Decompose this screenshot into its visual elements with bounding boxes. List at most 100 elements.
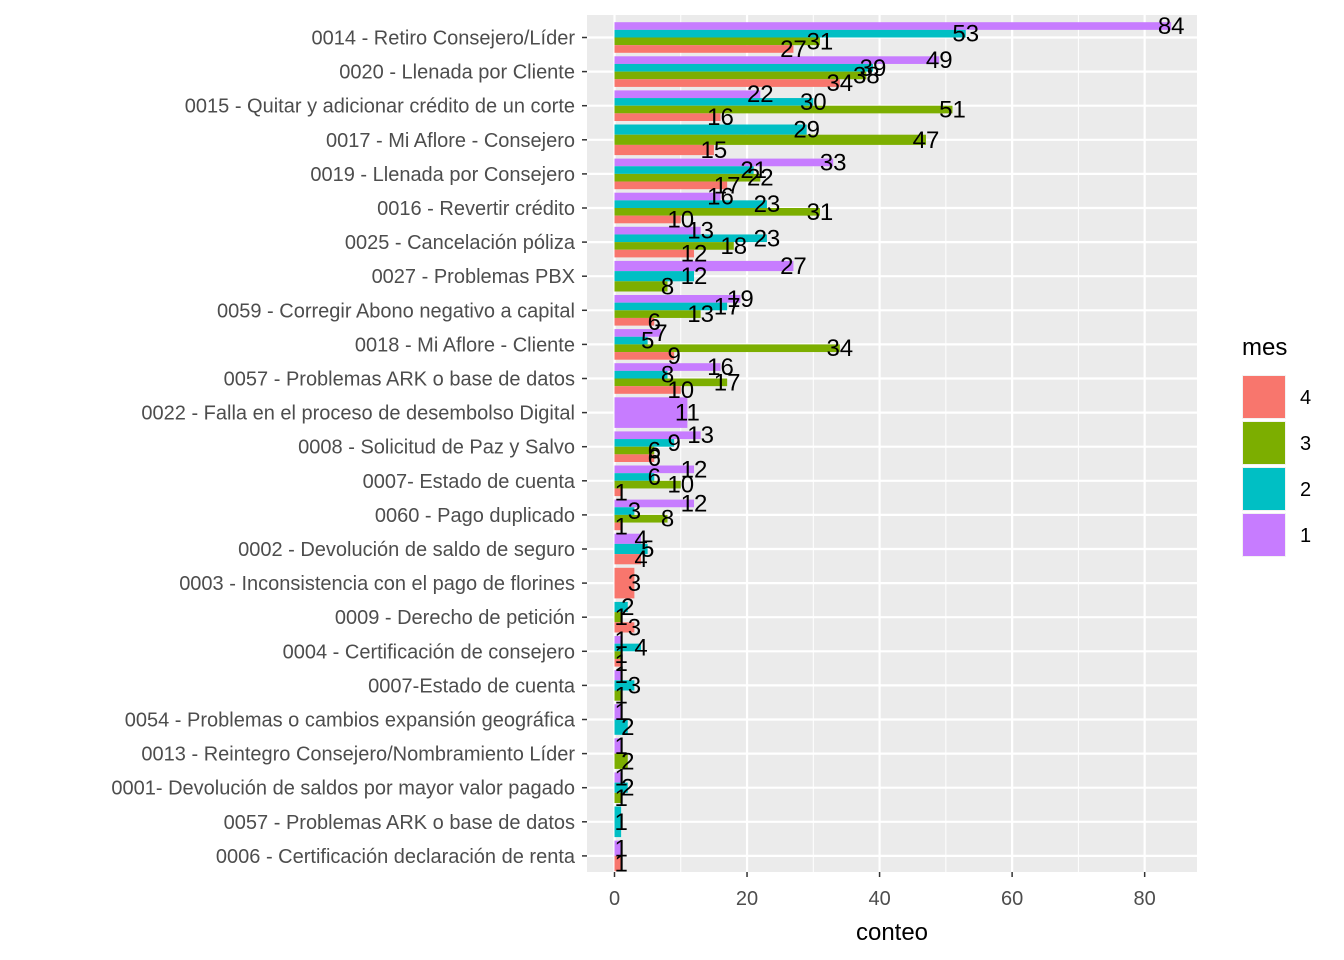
bar <box>614 281 668 292</box>
legend-swatch <box>1243 514 1285 556</box>
data-label: 22 <box>747 81 774 108</box>
bar <box>614 45 794 53</box>
x-tick-label: 60 <box>1001 888 1023 910</box>
bar <box>614 336 648 345</box>
bar <box>614 651 622 659</box>
data-label: 49 <box>926 47 953 74</box>
bar <box>614 507 635 515</box>
bar <box>614 680 635 691</box>
legend: mes 4 3 2 1 <box>1242 334 1311 557</box>
data-label: 17 <box>714 293 741 320</box>
data-label: 12 <box>681 490 708 517</box>
data-label: 1 <box>614 513 627 540</box>
data-label: 9 <box>667 430 680 457</box>
bar <box>614 105 953 114</box>
data-label: 1 <box>614 642 627 669</box>
data-label: 3 <box>628 498 641 525</box>
bar <box>614 79 840 87</box>
bar <box>614 124 807 135</box>
bar <box>614 29 966 38</box>
data-label: 6 <box>648 438 661 465</box>
bar <box>614 271 695 282</box>
data-label: 13 <box>687 218 714 245</box>
data-label: 1 <box>614 627 627 654</box>
bar <box>614 260 794 272</box>
bar <box>614 370 668 379</box>
data-label: 27 <box>780 36 807 63</box>
data-label: 34 <box>826 70 853 97</box>
bar <box>614 22 1172 30</box>
bar <box>614 772 622 783</box>
data-label: 12 <box>681 456 708 483</box>
data-label: 10 <box>667 472 694 499</box>
x-tick-label: 40 <box>868 888 890 910</box>
bar <box>614 636 622 644</box>
bar <box>614 782 628 793</box>
data-label: 5 <box>641 536 654 563</box>
x-tick-label: 20 <box>736 888 758 910</box>
bar <box>614 242 734 250</box>
data-label: 1 <box>614 835 627 862</box>
data-label: 9 <box>667 343 680 370</box>
category-label: 0057 - Problemas ARK o base de datos <box>224 812 575 834</box>
bar <box>614 543 648 555</box>
x-axis: 0 20 40 60 80 <box>609 872 1156 910</box>
bar <box>614 514 668 523</box>
data-label: 5 <box>641 328 654 355</box>
data-label: 13 <box>687 422 714 449</box>
data-label: 31 <box>807 199 834 226</box>
bar <box>614 533 642 544</box>
bar <box>614 690 622 701</box>
data-label: 4 <box>634 546 647 573</box>
bar <box>614 658 622 667</box>
legend-keys: 4 3 2 1 <box>1242 375 1311 557</box>
bar <box>614 181 728 190</box>
data-label: 3 <box>628 614 641 641</box>
data-label: 10 <box>667 206 694 233</box>
bar <box>614 567 635 599</box>
data-label: 22 <box>747 165 774 192</box>
bar <box>614 855 622 872</box>
data-label: 17 <box>714 172 741 199</box>
data-label: 19 <box>727 286 754 313</box>
data-label: 39 <box>860 55 887 82</box>
legend-label: 3 <box>1300 433 1311 455</box>
category-label: 0057 - Problemas ARK o base de datos <box>224 369 575 391</box>
category-label: 0016 - Revertir crédito <box>377 198 575 220</box>
category-label: 0019 - Llenada por Consejero <box>310 164 575 186</box>
category-label: 0007-Estado de cuenta <box>368 675 576 697</box>
data-label: 13 <box>687 301 714 328</box>
bar <box>614 90 761 99</box>
bar <box>614 158 834 167</box>
legend-label: 1 <box>1300 525 1311 547</box>
category-label: 0006 - Certificación declaración de rent… <box>216 846 576 868</box>
bar <box>614 622 635 633</box>
data-label: 53 <box>952 21 979 48</box>
data-label: 1 <box>614 604 627 631</box>
bar <box>614 98 814 106</box>
bar <box>614 792 622 803</box>
data-label: 3 <box>628 672 641 699</box>
data-label: 18 <box>720 233 747 260</box>
data-label: 47 <box>913 127 940 154</box>
data-label: 31 <box>807 28 834 55</box>
data-label: 2 <box>621 748 634 775</box>
data-label: 4 <box>634 634 647 661</box>
bar <box>614 56 940 64</box>
bar <box>614 344 840 353</box>
bar <box>614 215 681 224</box>
bar <box>614 454 655 462</box>
bar <box>614 363 721 371</box>
data-label: 21 <box>740 157 767 184</box>
x-axis-title: conteo <box>856 919 928 946</box>
category-label: 0013 - Reintegro Consejero/Nombramiento … <box>141 744 575 766</box>
bar <box>614 480 681 489</box>
data-label: 11 <box>675 400 700 427</box>
data-label: 8 <box>661 273 674 300</box>
bar <box>614 386 681 394</box>
category-label: 0003 - Inconsistencia con el pago de flo… <box>179 573 575 595</box>
category-label: 0009 - Derecho de petición <box>335 607 575 629</box>
bar <box>614 670 622 681</box>
data-label: 3 <box>628 570 641 597</box>
